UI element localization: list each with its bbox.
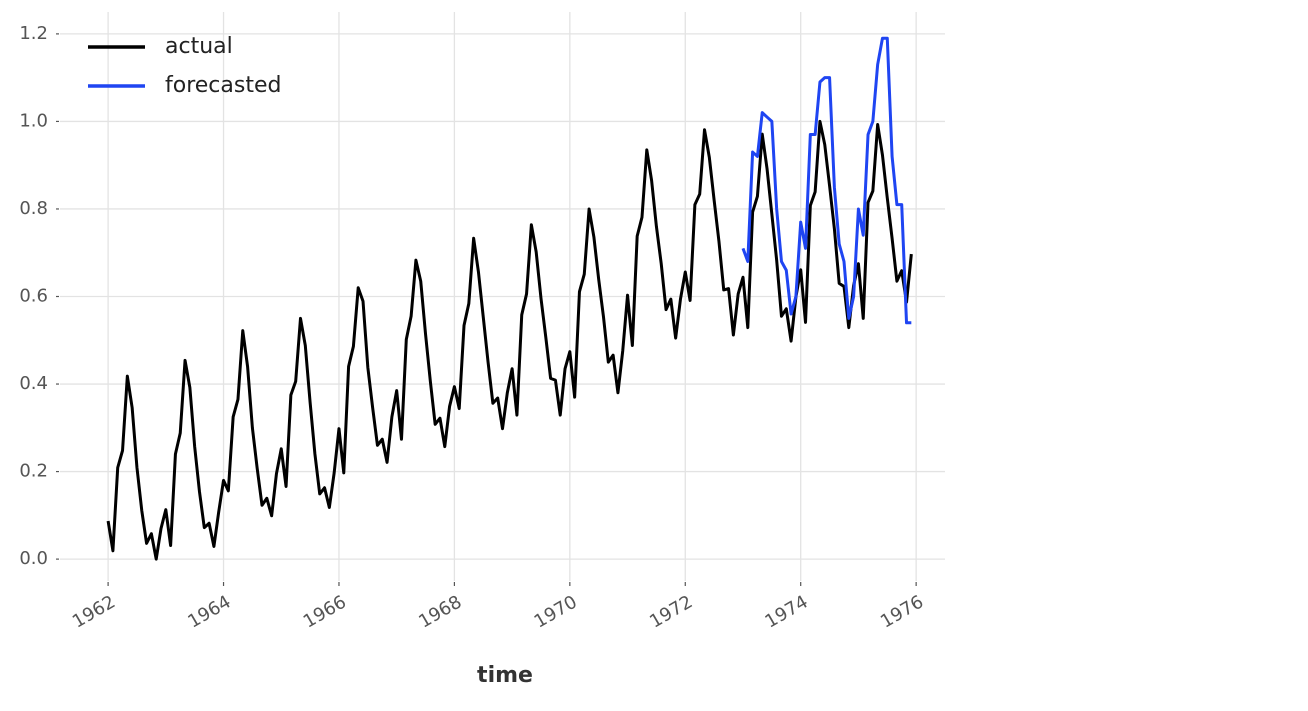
y-tick-label: 1.0 (19, 110, 48, 131)
y-tick-label: 0.6 (19, 286, 48, 307)
y-tick-label: 1.2 (19, 23, 48, 44)
legend-label: actual (165, 34, 233, 59)
x-tick-label: 1968 (415, 591, 465, 632)
line-series (106, 119, 913, 561)
x-tick-label: 1974 (762, 591, 812, 632)
x-tick-label: 1972 (646, 591, 696, 632)
y-tick-label: 0.2 (19, 461, 48, 482)
x-tick-label: 1966 (300, 591, 350, 632)
x-tick-label: 1962 (69, 591, 119, 632)
x-tick-label: 1976 (877, 591, 927, 632)
x-tick-label: 1970 (531, 591, 581, 632)
y-tick-label: 0.4 (19, 373, 48, 394)
y-tick-label: 0.0 (19, 548, 48, 569)
grid (60, 12, 945, 581)
x-tick-label: 1964 (184, 591, 234, 632)
line-series (741, 36, 912, 325)
legend-label: forecasted (165, 73, 281, 98)
x-axis-title: time (477, 663, 533, 688)
y-tick-label: 0.8 (19, 198, 48, 219)
